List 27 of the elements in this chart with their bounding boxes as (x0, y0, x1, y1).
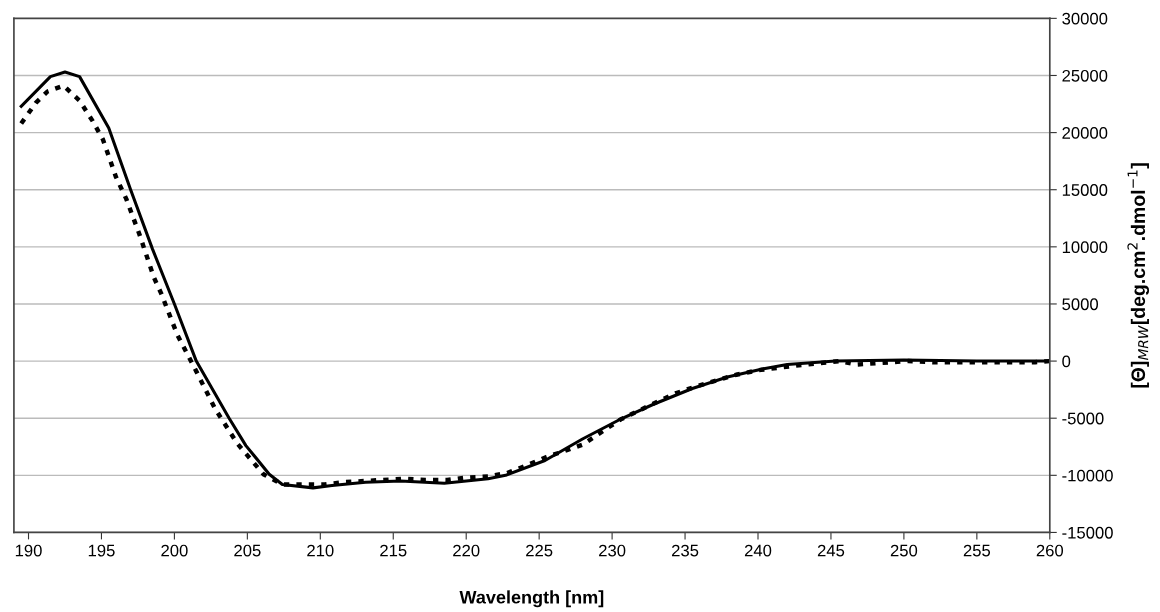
x-tick-label: 255 (963, 544, 991, 557)
x-tick-label: 220 (453, 544, 480, 557)
x-tick-label: 195 (88, 544, 115, 557)
y-axis-title: [Θ]$_{MRW}$[deg.cm$^{2}$.dmol$^{−1}$] (1127, 163, 1150, 388)
y-tick-label: 25000 (1062, 69, 1108, 82)
x-tick-label: 190 (15, 544, 42, 557)
x-tick-label: 210 (307, 544, 334, 557)
x-tick-label: 205 (234, 544, 261, 557)
y-tick-label: 0 (1062, 355, 1071, 368)
y-tick-label: -15000 (1062, 526, 1113, 539)
x-tick-label: 230 (599, 544, 626, 557)
x-tick-label: 215 (380, 544, 407, 557)
y-tick-label: 5000 (1062, 298, 1099, 311)
x-tick-label: 260 (1036, 544, 1064, 557)
x-tick-label: 250 (890, 544, 918, 557)
y-tick-label: -10000 (1062, 469, 1113, 482)
x-tick-label: 235 (671, 544, 699, 557)
y-tick-label: 20000 (1062, 127, 1108, 139)
y-tick-label: 30000 (1062, 12, 1108, 25)
x-tick-label: 240 (744, 544, 772, 557)
x-tick-label: 200 (161, 544, 188, 557)
y-tick-label: 15000 (1062, 184, 1108, 196)
x-tick-label: 225 (526, 544, 553, 557)
y-tick-label: -5000 (1062, 412, 1104, 425)
x-tick-label: 245 (817, 544, 845, 557)
y-tick-label: 10000 (1062, 241, 1108, 254)
x-axis-title: Wavelength [nm] (459, 590, 604, 608)
